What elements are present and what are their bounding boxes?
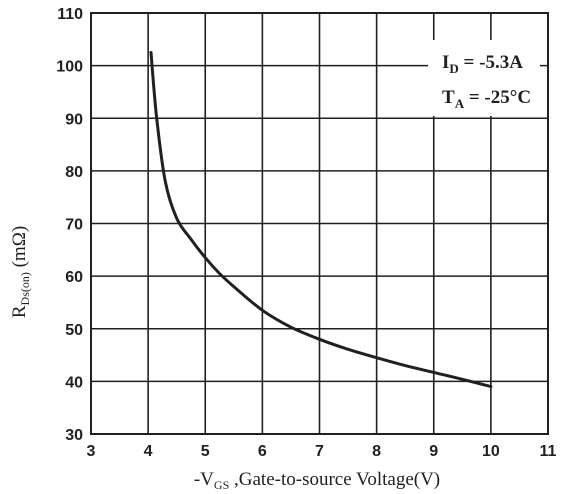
y-tick-label: 90 xyxy=(65,111,83,128)
plot-frame xyxy=(90,12,549,435)
y-tick-label: 80 xyxy=(65,164,83,181)
y-tick-label: 100 xyxy=(56,59,83,76)
x-tick-label: 4 xyxy=(144,443,153,460)
annotation-drain-current: ID = -5.3A xyxy=(442,52,523,76)
y-tick-label: 70 xyxy=(65,217,83,234)
curve-layer xyxy=(149,51,493,389)
x-tick-label: 9 xyxy=(429,443,438,460)
x-tick-label: 6 xyxy=(258,443,267,460)
annotation-ambient-temperature: TA = -25°C xyxy=(442,87,531,111)
x-tick-label: 10 xyxy=(482,443,500,460)
y-tick-labels: 30 40 50 60 70 80 90 100 110 xyxy=(56,6,83,444)
x-tick-label: 11 xyxy=(540,443,557,460)
y-tick-label: 60 xyxy=(65,269,83,286)
grid xyxy=(90,12,549,435)
x-axis-title: -VGS ,Gate-to-source Voltage(V) xyxy=(194,469,440,492)
x-tick-labels: 3 4 5 6 7 8 9 10 11 xyxy=(87,443,557,460)
y-axis-title: RDs(on) (mΩ) xyxy=(9,226,32,318)
series-line-rdson xyxy=(149,51,493,389)
legend-box xyxy=(428,40,540,116)
y-tick-label: 30 xyxy=(65,427,83,444)
x-tick-label: 3 xyxy=(87,443,96,460)
y-tick-label: 110 xyxy=(57,6,83,23)
x-tick-label: 5 xyxy=(201,443,210,460)
x-tick-label: 8 xyxy=(372,443,381,460)
y-tick-label: 50 xyxy=(65,322,83,339)
x-tick-label: 7 xyxy=(315,443,324,460)
y-tick-label: 40 xyxy=(65,374,83,391)
